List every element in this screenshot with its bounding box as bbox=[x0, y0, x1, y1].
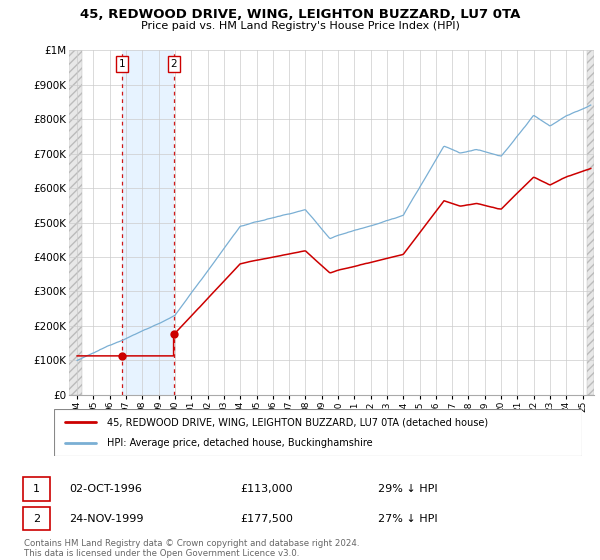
Text: 29% ↓ HPI: 29% ↓ HPI bbox=[378, 484, 437, 494]
Text: £177,500: £177,500 bbox=[240, 514, 293, 524]
Text: 1: 1 bbox=[119, 59, 125, 69]
Text: 45, REDWOOD DRIVE, WING, LEIGHTON BUZZARD, LU7 0TA: 45, REDWOOD DRIVE, WING, LEIGHTON BUZZAR… bbox=[80, 8, 520, 21]
Text: Contains HM Land Registry data © Crown copyright and database right 2024.
This d: Contains HM Land Registry data © Crown c… bbox=[24, 539, 359, 558]
Text: 45, REDWOOD DRIVE, WING, LEIGHTON BUZZARD, LU7 0TA (detached house): 45, REDWOOD DRIVE, WING, LEIGHTON BUZZAR… bbox=[107, 417, 488, 427]
Text: 27% ↓ HPI: 27% ↓ HPI bbox=[378, 514, 437, 524]
Text: 1: 1 bbox=[33, 484, 40, 494]
Text: £113,000: £113,000 bbox=[240, 484, 293, 494]
Text: HPI: Average price, detached house, Buckinghamshire: HPI: Average price, detached house, Buck… bbox=[107, 438, 373, 448]
Text: 24-NOV-1999: 24-NOV-1999 bbox=[69, 514, 143, 524]
Bar bbox=[122, 50, 173, 395]
Text: 2: 2 bbox=[170, 59, 177, 69]
Text: 02-OCT-1996: 02-OCT-1996 bbox=[69, 484, 142, 494]
Text: 2: 2 bbox=[33, 514, 40, 524]
Text: Price paid vs. HM Land Registry's House Price Index (HPI): Price paid vs. HM Land Registry's House … bbox=[140, 21, 460, 31]
